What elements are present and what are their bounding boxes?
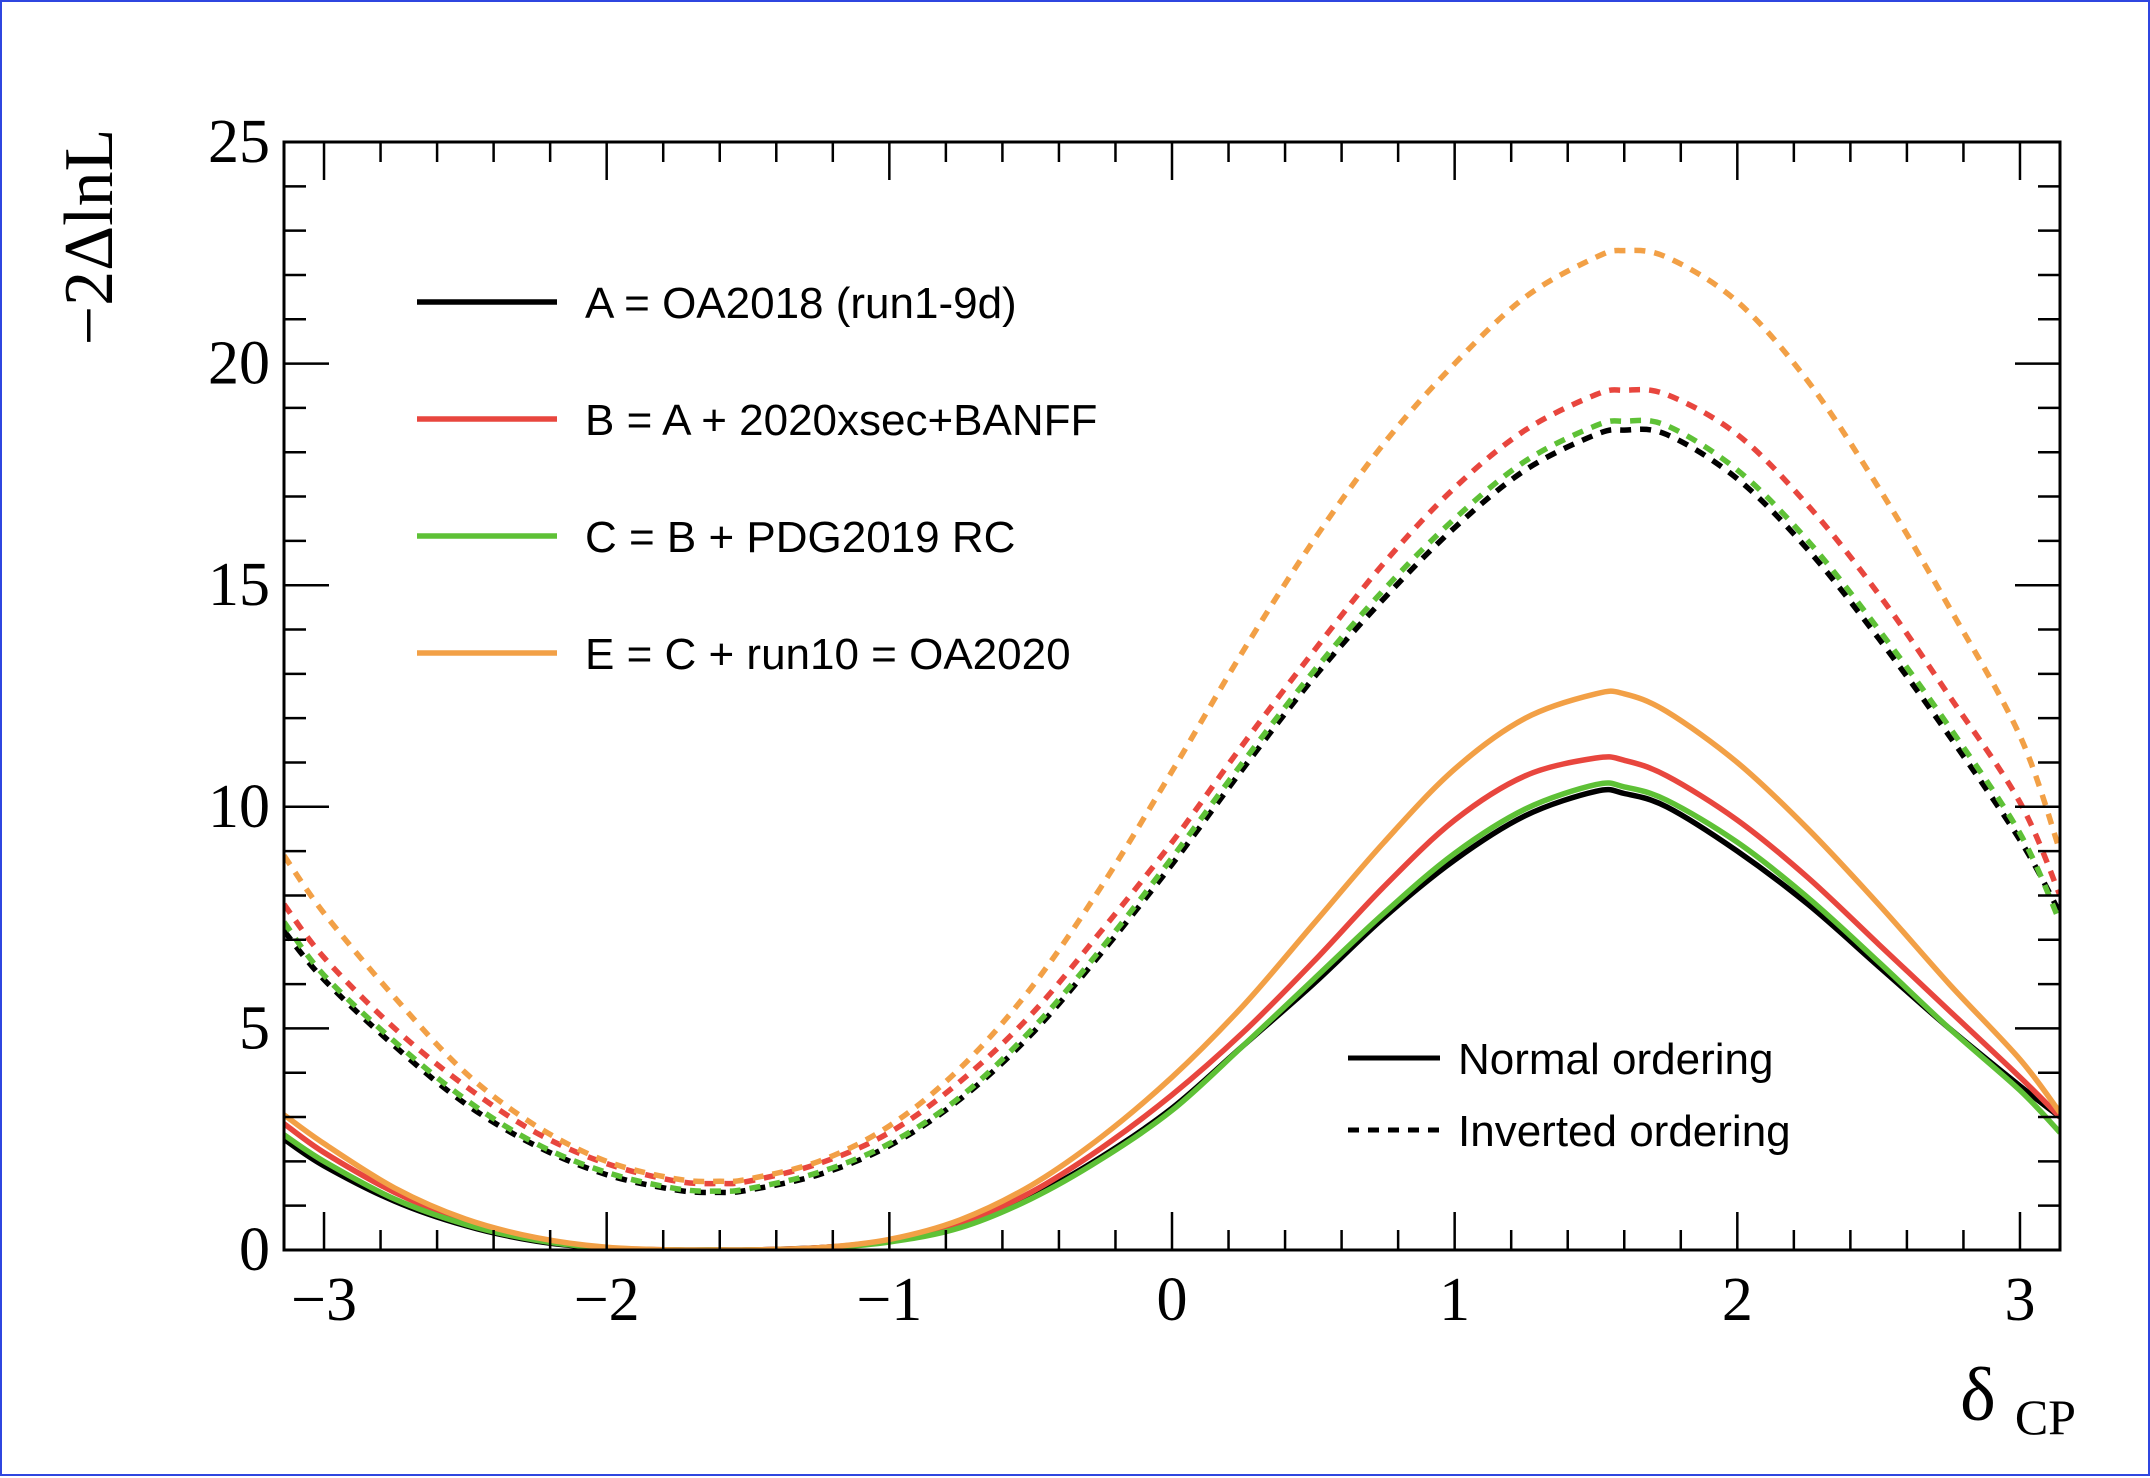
series-b-normal-line bbox=[284, 754, 2060, 1250]
legend-label: B = A + 2020xsec+BANFF bbox=[585, 396, 1097, 445]
legend-label: Normal ordering bbox=[1458, 1035, 1773, 1084]
y-tick-label: 15 bbox=[208, 551, 270, 619]
x-tick-label: −1 bbox=[856, 1266, 922, 1334]
series-e-normal-line bbox=[284, 688, 2060, 1250]
y-tick-label: 5 bbox=[239, 994, 270, 1062]
series-group bbox=[284, 247, 2060, 1250]
y-tick-label: 25 bbox=[208, 108, 270, 176]
plot-area-frame bbox=[282, 140, 2062, 1252]
tick-layer bbox=[284, 140, 2060, 1252]
series-c-normal-line bbox=[284, 780, 2060, 1250]
legend-label: A = OA2018 (run1-9d) bbox=[585, 279, 1017, 328]
legend-label: E = C + run10 = OA2020 bbox=[585, 630, 1071, 679]
y-axis-title: −2ΔlnL bbox=[51, 129, 128, 346]
x-axis-title: δ CP bbox=[1960, 1353, 2076, 1445]
x-tick-label: 1 bbox=[1439, 1266, 1470, 1334]
ordering-legend: Normal ordering Inverted ordering bbox=[1348, 1035, 1791, 1156]
y-tick-label: 10 bbox=[208, 773, 270, 841]
series-c-inverted-line bbox=[284, 417, 2060, 1194]
series-e-inverted-line bbox=[284, 247, 2060, 1185]
y-tick-label: 0 bbox=[239, 1216, 270, 1284]
series-b-inverted-line bbox=[284, 386, 2060, 1187]
series-legend: A = OA2018 (run1-9d) B = A + 2020xsec+BAN… bbox=[417, 279, 1097, 679]
x-tick-label: 2 bbox=[1722, 1266, 1753, 1334]
x-tick-label: −2 bbox=[574, 1266, 640, 1334]
legend-label: Inverted ordering bbox=[1458, 1107, 1791, 1156]
series-a-normal-line bbox=[284, 786, 2060, 1250]
y-tick-label: 20 bbox=[208, 330, 270, 398]
x-tick-label: −3 bbox=[291, 1266, 357, 1334]
x-tick-label: 0 bbox=[1157, 1266, 1188, 1334]
tick-label-layer: −3 −2 −1 0 1 2 3 0 5 10 15 20 25 bbox=[208, 108, 2035, 1334]
legend-label: C = B + PDG2019 RC bbox=[585, 513, 1015, 562]
x-tick-label: 3 bbox=[2004, 1266, 2035, 1334]
curve-layer bbox=[284, 247, 2060, 1250]
x-axis-title-subscript: CP bbox=[2015, 1389, 2076, 1445]
x-axis-title-main: δ bbox=[1960, 1353, 1996, 1437]
